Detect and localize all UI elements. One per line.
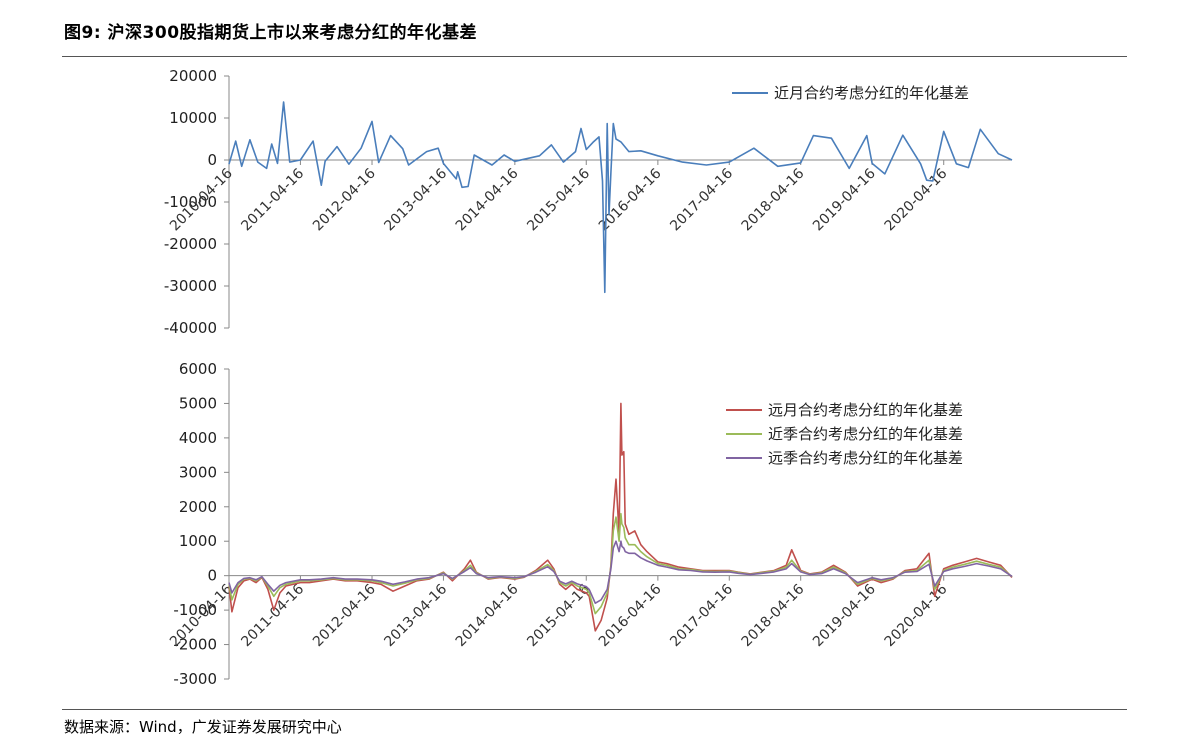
y-tick-label: -3000 bbox=[173, 670, 217, 688]
x-tick-label: 2014-04-16 bbox=[453, 165, 522, 234]
chart-near-month-basis: 20000100000-10000-20000-30000-400002010-… bbox=[164, 67, 1013, 337]
series-line-2 bbox=[228, 540, 1013, 604]
x-tick-label: 2018-04-16 bbox=[739, 165, 808, 234]
x-tick-label: 2017-04-16 bbox=[667, 165, 736, 234]
series-line-1 bbox=[228, 512, 1013, 615]
y-tick-label: 20000 bbox=[169, 67, 217, 85]
y-tick-label: 1000 bbox=[179, 532, 217, 550]
y-tick-label: 4000 bbox=[179, 429, 217, 447]
series-line-0 bbox=[228, 101, 1013, 294]
legend-label-0: 近月合约考虑分红的年化基差 bbox=[774, 84, 969, 102]
x-tick-label: 2011-04-16 bbox=[238, 165, 307, 234]
y-tick-label: -10000 bbox=[164, 193, 217, 211]
figure-title: 图9: 沪深300股指期货上市以来考虑分红的年化基差 bbox=[64, 23, 478, 43]
x-tick-label: 2015-04-16 bbox=[524, 165, 593, 234]
x-tick-label: 2020-04-16 bbox=[882, 165, 951, 234]
x-tick-label: 2019-04-16 bbox=[810, 165, 879, 234]
legend-label-1: 近季合约考虑分红的年化基差 bbox=[768, 425, 963, 443]
x-tick-label: 2017-04-16 bbox=[667, 581, 736, 650]
top-rule bbox=[62, 56, 1127, 57]
y-tick-label: -30000 bbox=[164, 277, 217, 295]
chart-multi-contract-basis: 6000 5000 4000 3000 2000 1000 0 -1000 -2000 -3000… bbox=[167, 360, 1013, 688]
legend-label-0: 远月合约考虑分红的年化基差 bbox=[768, 401, 963, 419]
y-tick-label: -1000 bbox=[173, 601, 217, 619]
x-tick-label: 2011-04-16 bbox=[238, 581, 307, 650]
source-note: 数据来源：Wind，广发证券发展研究中心 bbox=[64, 718, 342, 736]
x-tick-label: 2020-04-16 bbox=[882, 581, 951, 650]
y-tick-label: -2000 bbox=[173, 636, 217, 654]
y-tick-label: 0 bbox=[207, 567, 217, 585]
x-tick-label: 2013-04-16 bbox=[381, 165, 450, 234]
x-tick-label: 2012-04-16 bbox=[310, 581, 379, 650]
x-tick-label: 2013-04-16 bbox=[381, 581, 450, 650]
y-tick-label: -20000 bbox=[164, 235, 217, 253]
y-tick-label: -40000 bbox=[164, 319, 217, 337]
x-tick-label: 2014-04-16 bbox=[453, 581, 522, 650]
y-tick-label: 0 bbox=[207, 151, 217, 169]
y-tick-label: 3000 bbox=[179, 463, 217, 481]
y-tick-label: 6000 bbox=[179, 360, 217, 378]
legend-label-2: 远季合约考虑分红的年化基差 bbox=[768, 449, 963, 467]
y-tick-label: 5000 bbox=[179, 394, 217, 412]
x-tick-label: 2018-04-16 bbox=[739, 581, 808, 650]
y-tick-label: 2000 bbox=[179, 498, 217, 516]
x-tick-label: 2019-04-16 bbox=[810, 581, 879, 650]
y-tick-label: 10000 bbox=[169, 109, 217, 127]
bottom-rule bbox=[62, 709, 1127, 710]
